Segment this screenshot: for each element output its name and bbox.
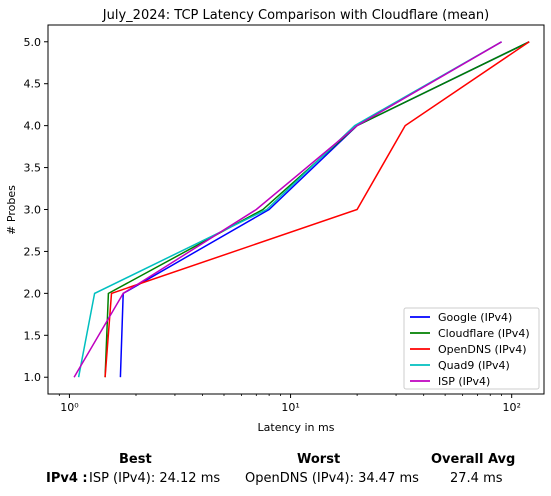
x-tick-label-0: 10⁰ [60, 401, 79, 414]
y-tick-label-6: 4.0 [24, 120, 42, 133]
best-value: ISP (IPv4): 24.12 ms [89, 471, 221, 486]
legend-label-1: Cloudflare (IPv4) [438, 327, 530, 340]
y-tick-label-0: 1.0 [24, 371, 42, 384]
series-line-4 [73, 41, 502, 378]
overall-avg-header: Overall Avg [431, 452, 516, 467]
legend-label-4: ISP (IPv4) [438, 375, 490, 388]
legend-label-2: OpenDNS (IPv4) [438, 343, 527, 356]
x-axis: 10⁰ 10¹ 10² [58, 394, 521, 414]
legend-label-0: Google (IPv4) [438, 311, 512, 324]
legend: Google (IPv4) Cloudflare (IPv4) OpenDNS (I… [403, 307, 540, 390]
plot-area [73, 41, 530, 378]
overall-avg-value: 27.4 ms [450, 471, 503, 486]
y-tick-label-1: 1.5 [24, 329, 42, 342]
worst-header: Worst [297, 452, 341, 467]
legend-box [403, 307, 540, 390]
y-tick-label-4: 3.0 [24, 204, 42, 217]
worst-value: OpenDNS (IPv4): 34.47 ms [245, 471, 419, 486]
summary-table: Best Worst Overall Avg IPv4 : ISP (IPv4)… [0, 448, 551, 496]
y-axis-label: # Probes [5, 185, 18, 235]
y-tick-label-2: 2.0 [24, 287, 42, 300]
y-tick-label-3: 2.5 [24, 245, 42, 258]
ipv4-row-label: IPv4 : [46, 471, 88, 486]
chart-title: July_2024: TCP Latency Comparison with C… [102, 8, 489, 23]
x-axis-label: Latency in ms [258, 421, 335, 434]
legend-label-3: Quad9 (IPv4) [438, 359, 510, 372]
latency-chart: July_2024: TCP Latency Comparison with C… [5, 8, 545, 434]
x-tick-label-2: 10² [502, 401, 520, 414]
series-line-2 [104, 41, 530, 378]
best-header: Best [119, 452, 152, 467]
y-axis: 1.0 1.5 2.0 2.5 3.0 3.5 4.0 4.5 5.0 [24, 36, 48, 384]
y-tick-label-8: 5.0 [24, 36, 42, 49]
y-tick-label-5: 3.5 [24, 162, 42, 175]
y-tick-label-7: 4.5 [24, 78, 42, 91]
series-line-3 [77, 41, 502, 378]
x-tick-label-1: 10¹ [281, 401, 299, 414]
